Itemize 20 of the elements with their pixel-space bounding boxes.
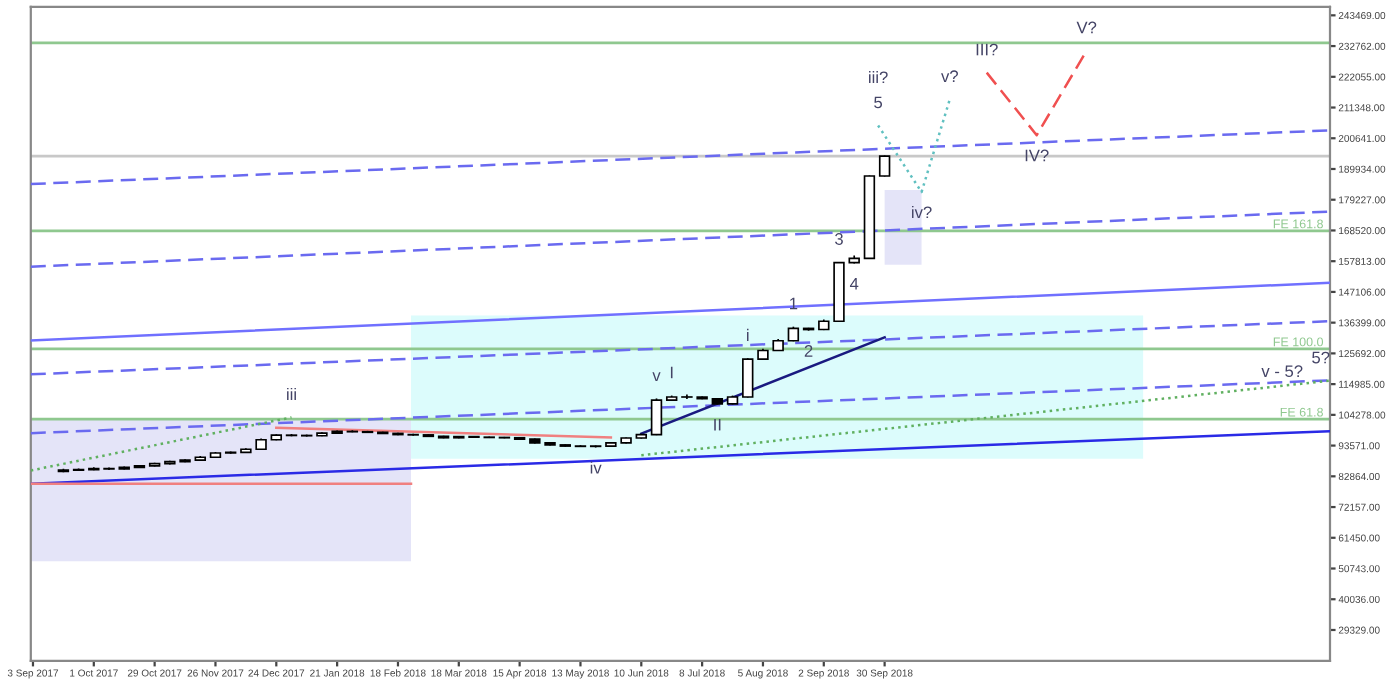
annotation: v — [652, 372, 661, 382]
annotation: 4 — [849, 278, 859, 290]
annotation: v? — [941, 70, 958, 82]
annotation: IV? — [1025, 149, 1049, 162]
annotation: iii? — [869, 71, 888, 84]
annotation: iii — [287, 387, 296, 401]
annotation: 5 — [874, 96, 883, 109]
annotation: I — [670, 366, 673, 379]
annotation: iv? — [912, 205, 932, 219]
annotation: v - 5? — [1261, 365, 1303, 378]
candlestick — [878, 154, 891, 178]
annotation: V? — [1076, 21, 1097, 34]
candlestick — [650, 397, 663, 437]
annotation: i — [747, 328, 749, 341]
annotation: iv — [590, 461, 602, 474]
annotation: III? — [976, 43, 998, 56]
annotation: 2 — [804, 345, 813, 357]
annotation: 3 — [835, 233, 843, 245]
candlestick — [742, 357, 754, 399]
annotation: II — [714, 418, 721, 431]
